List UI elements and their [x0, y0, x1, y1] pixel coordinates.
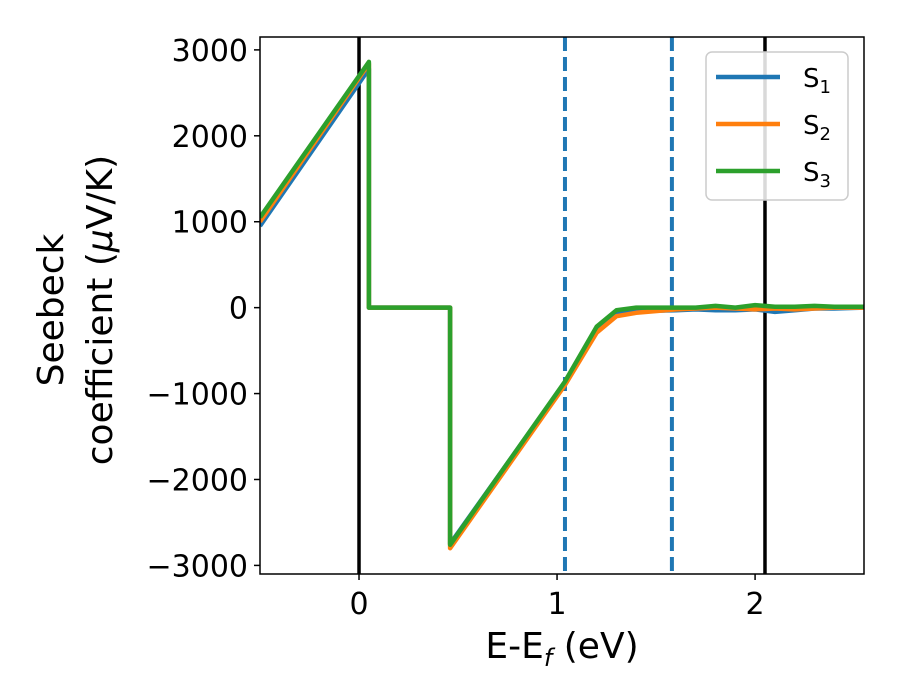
y-tick-label: −3000 — [147, 549, 248, 584]
series-line-3 — [260, 59, 864, 548]
y-tick-label: 1000 — [172, 206, 248, 241]
y-tick-label: −1000 — [147, 378, 248, 413]
y-axis-label-line1: Seebeck — [31, 233, 72, 386]
axes-frame — [259, 36, 865, 575]
y-tick-label: −2000 — [147, 463, 248, 498]
legend-label-3: S3 — [803, 158, 831, 192]
legend-label-1: S1 — [803, 64, 831, 98]
y-tick-label: 2000 — [172, 120, 248, 155]
legend: S1 S2 S3 — [705, 51, 849, 201]
x-tick-label: 0 — [349, 587, 368, 622]
y-axis-label: Seebeck coefficient (μV/K) — [31, 155, 121, 465]
x-tick-label: 2 — [746, 587, 765, 622]
legend-label-2: S2 — [803, 111, 831, 145]
y-axis-label-line2: coefficient (μV/K) — [80, 155, 121, 465]
y-tick-label: 3000 — [172, 34, 248, 69]
x-tick-label: 1 — [548, 587, 567, 622]
y-tick-label: 0 — [229, 292, 248, 327]
plot-area — [260, 37, 864, 574]
x-axis-label: E-Ef (eV) — [485, 626, 638, 672]
